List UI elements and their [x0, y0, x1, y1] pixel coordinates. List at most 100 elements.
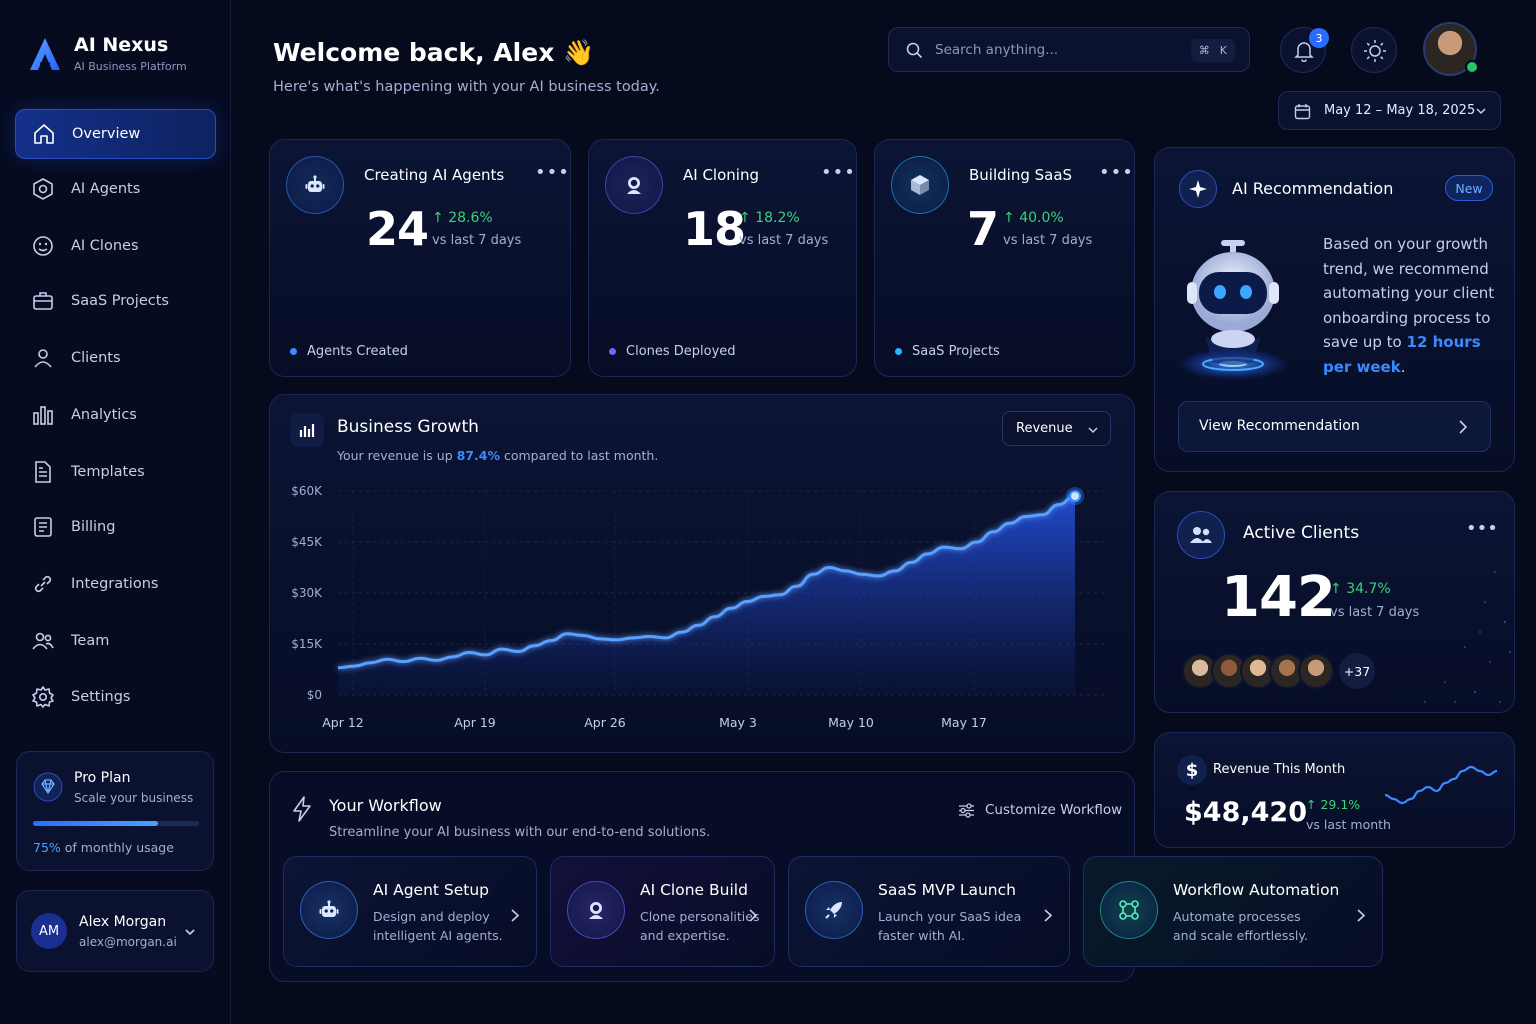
hexagon-icon [31, 177, 55, 201]
client-avatars: +37 [1182, 653, 1402, 691]
stat-legend: Clones Deployed [609, 344, 736, 359]
brand-subtitle: AI Business Platform [74, 60, 187, 73]
robot-icon [286, 156, 344, 214]
sidebar-item-label: Clients [71, 350, 121, 366]
sidebar-item-templates[interactable]: Templates [15, 447, 216, 497]
profile-avatar[interactable] [1423, 22, 1479, 76]
user-menu[interactable]: AM Alex Morgan alex@morgan.ai [16, 890, 214, 972]
sparkle-icon [1179, 170, 1217, 208]
search-box[interactable]: ⌘K [888, 27, 1250, 72]
workflow-title: Your Workflow [329, 796, 442, 815]
client-avatar[interactable] [1298, 653, 1334, 689]
revenue-title: Revenue This Month [1213, 762, 1346, 777]
stat-card-building-saas: Building SaaS ••• 7 ↑ 40.0% vs last 7 days Sa… [874, 139, 1135, 377]
workflow-item-title: AI Clone Build [640, 881, 748, 899]
x-tick-label: May 17 [941, 715, 987, 730]
sidebar-item-label: Team [71, 633, 110, 649]
workflow-item-saas-mvp-launch[interactable]: SaaS MVP Launch Launch your SaaS idea fast… [788, 856, 1070, 967]
sidebar-item-label: Overview [72, 126, 141, 142]
sidebar-item-billing[interactable]: Billing [15, 502, 216, 552]
theme-toggle-button[interactable] [1351, 27, 1397, 73]
document-icon [31, 460, 55, 484]
more-options-icon[interactable]: ••• [535, 162, 570, 183]
online-status-dot [1465, 60, 1479, 74]
shortcut-hint: ⌘ K [1190, 39, 1235, 62]
usage-text: of monthly usage [64, 840, 174, 855]
stat-legend: Agents Created [290, 344, 408, 359]
gear-icon [31, 685, 55, 709]
sidebar-item-ai-clones[interactable]: AI Clones [15, 221, 216, 271]
revenue-value: $48,420 [1184, 797, 1307, 828]
workflow-item-title: Workflow Automation [1173, 881, 1340, 899]
plan-card[interactable]: Pro Plan Scale your business 75% of mont… [16, 751, 214, 871]
page-subtitle: Here's what's happening with your AI bus… [273, 79, 660, 95]
sidebar-item-label: AI Agents [71, 181, 141, 197]
workflow-item-title: SaaS MVP Launch [878, 881, 1016, 899]
dollar-icon: $ [1177, 755, 1207, 785]
customize-workflow-button[interactable]: Customize Workflow [958, 802, 1122, 818]
revenue-area [338, 496, 1075, 695]
clone-face-icon [605, 156, 663, 214]
workflow-item-ai-agent-setup[interactable]: AI Agent Setup Design and deploy intellige… [283, 856, 537, 967]
chevron-down-icon [1087, 424, 1099, 436]
more-clients-count[interactable]: +37 [1339, 653, 1375, 689]
workflow-item-description: Design and deploy intelligent AI agents. [373, 909, 503, 943]
sidebar-item-saas-projects[interactable]: SaaS Projects [15, 276, 216, 326]
user-email: alex@morgan.ai [79, 935, 177, 949]
sidebar-item-label: AI Clones [71, 238, 139, 254]
sidebar-item-label: Analytics [71, 407, 137, 423]
sidebar-item-clients[interactable]: Clients [15, 333, 216, 383]
lightning-icon [291, 796, 313, 822]
view-recommendation-button[interactable]: View Recommendation [1178, 401, 1491, 452]
growth-chart: $0 $15K $30K $45K $60K Apr 12 Apr 19 Apr 26 May … [291, 484, 1106, 730]
new-badge: New [1445, 175, 1493, 201]
sidebar-item-overview[interactable]: Overview [15, 109, 216, 159]
workflow-item-ai-clone-build[interactable]: AI Clone Build Clone personalities and exp… [550, 856, 775, 967]
sidebar-item-analytics[interactable]: Analytics [15, 390, 216, 440]
revenue-change: ↑ 29.1% [1306, 797, 1361, 812]
workflow-icon [1100, 881, 1158, 939]
more-options-icon[interactable]: ••• [1099, 162, 1134, 183]
sidebar-item-team[interactable]: Team [15, 616, 216, 666]
current-point[interactable] [1069, 490, 1081, 503]
chevron-right-icon [510, 908, 520, 923]
sidebar-item-ai-agents[interactable]: AI Agents [15, 164, 216, 214]
robot-icon [300, 881, 358, 939]
chevron-right-icon [748, 908, 758, 923]
stat-sparkline [288, 262, 554, 327]
stat-sparkline [893, 262, 1118, 327]
sidebar-item-integrations[interactable]: Integrations [15, 559, 216, 609]
view-recommendation-label: View Recommendation [1199, 418, 1360, 434]
sun-icon [1363, 39, 1387, 63]
date-range-picker[interactable]: May 12 – May 18, 2025 [1278, 91, 1501, 130]
recommendation-highlight: 12 hours per week [1323, 333, 1481, 376]
chevron-down-icon[interactable] [183, 925, 197, 939]
workflow-item-title: AI Agent Setup [373, 881, 490, 899]
stat-value: 7 [967, 202, 999, 256]
usage-bar [33, 821, 199, 826]
chevron-right-icon [1457, 419, 1469, 435]
clients-change: ↑ 34.7% [1330, 581, 1391, 597]
y-tick-label: $30K [291, 586, 323, 600]
notification-badge: 3 [1309, 28, 1329, 48]
more-options-icon[interactable]: ••• [1466, 518, 1498, 539]
sliders-icon [958, 802, 975, 818]
avatar: AM [31, 913, 67, 949]
stat-legend: SaaS Projects [895, 344, 1000, 359]
plan-name: Pro Plan [74, 770, 131, 786]
clients-title: Active Clients [1243, 523, 1360, 543]
legend-dot [290, 348, 297, 355]
metric-dropdown[interactable]: Revenue [1002, 411, 1111, 446]
search-input[interactable] [935, 40, 1165, 60]
chevron-right-icon [1043, 908, 1053, 923]
notifications-button[interactable]: 3 [1280, 27, 1329, 73]
clients-count: 142 [1221, 565, 1336, 630]
workflow-item-workflow-automation[interactable]: Workflow Automation Automate processes and… [1083, 856, 1383, 967]
y-tick-label: $0 [307, 688, 322, 702]
recommendation-text: Based on your growth trend, we recommend… [1323, 235, 1495, 376]
sidebar-item-settings[interactable]: Settings [15, 672, 216, 722]
sidebar-item-label: SaaS Projects [71, 293, 169, 309]
stat-change: ↑ 40.0% [1003, 210, 1064, 226]
sidebar-item-label: Integrations [71, 576, 159, 592]
more-options-icon[interactable]: ••• [821, 162, 856, 183]
